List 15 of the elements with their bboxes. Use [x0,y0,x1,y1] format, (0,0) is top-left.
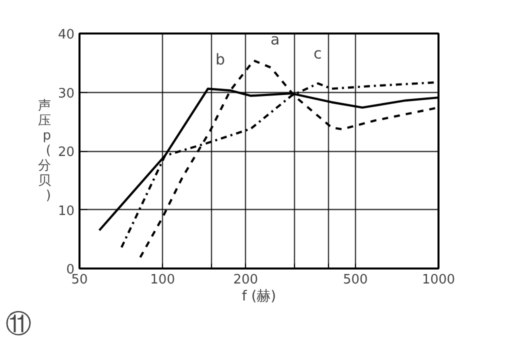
x-axis-title: f (赫) [242,288,276,304]
x-tick-label: 200 [233,272,258,288]
x-tick-label: 1000 [422,272,456,288]
y-tick-label: 10 [58,204,75,219]
y-axis-title: 声压 p (分贝) [38,98,51,204]
annotation: c [314,44,322,62]
annotation: b [216,50,226,68]
x-tick-label: 100 [150,272,175,288]
x-tick-label: 500 [343,272,368,288]
text: ⑪ [6,310,32,340]
annotation: a [270,30,280,48]
y-tick-label: 30 [58,86,75,102]
y-tick-label: 20 [58,145,75,160]
y-tick-label: 40 [58,28,75,42]
x-tick-label: 50 [71,272,88,288]
